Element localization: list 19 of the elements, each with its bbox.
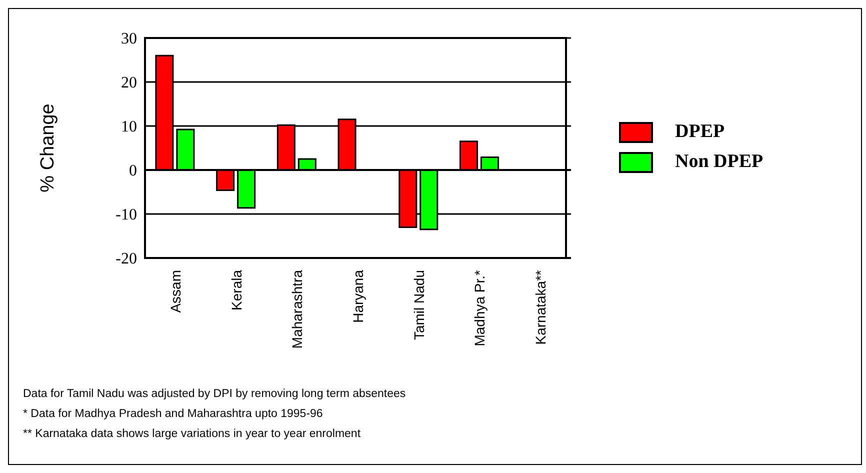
x-tick-label: Madhya Pr.*: [472, 269, 488, 346]
x-tick-label: Haryana: [350, 270, 366, 323]
y-tick-label: -10: [116, 206, 137, 224]
text: ** Karnataka data shows large variations in year to year enrolment: [23, 427, 362, 442]
x-tick-label: Karnataka**: [532, 269, 549, 345]
y-tick-label: 10: [121, 118, 137, 136]
legend-label: DPEP: [675, 121, 725, 143]
y-tick-label: 0: [129, 162, 137, 180]
text: Data for Tamil Nadu was adjusted by DPI by removing long term absentees: [23, 387, 406, 402]
x-tick-label: Tamil Nadu: [410, 270, 427, 340]
y-tick-label: -20: [116, 250, 137, 268]
x-tick-label: Assam: [167, 270, 184, 313]
x-tick-label: Maharashtra: [289, 270, 306, 349]
y-axis-title: % Change: [38, 104, 59, 192]
y-tick-label: 20: [121, 74, 137, 92]
x-tick-label: Kerala: [228, 270, 244, 310]
text: * Data for Madhya Pradesh and Maharashtra upto 1995-96: [23, 407, 324, 422]
y-tick-label: 30: [121, 30, 137, 48]
legend-label: Non DPEP: [675, 151, 764, 173]
